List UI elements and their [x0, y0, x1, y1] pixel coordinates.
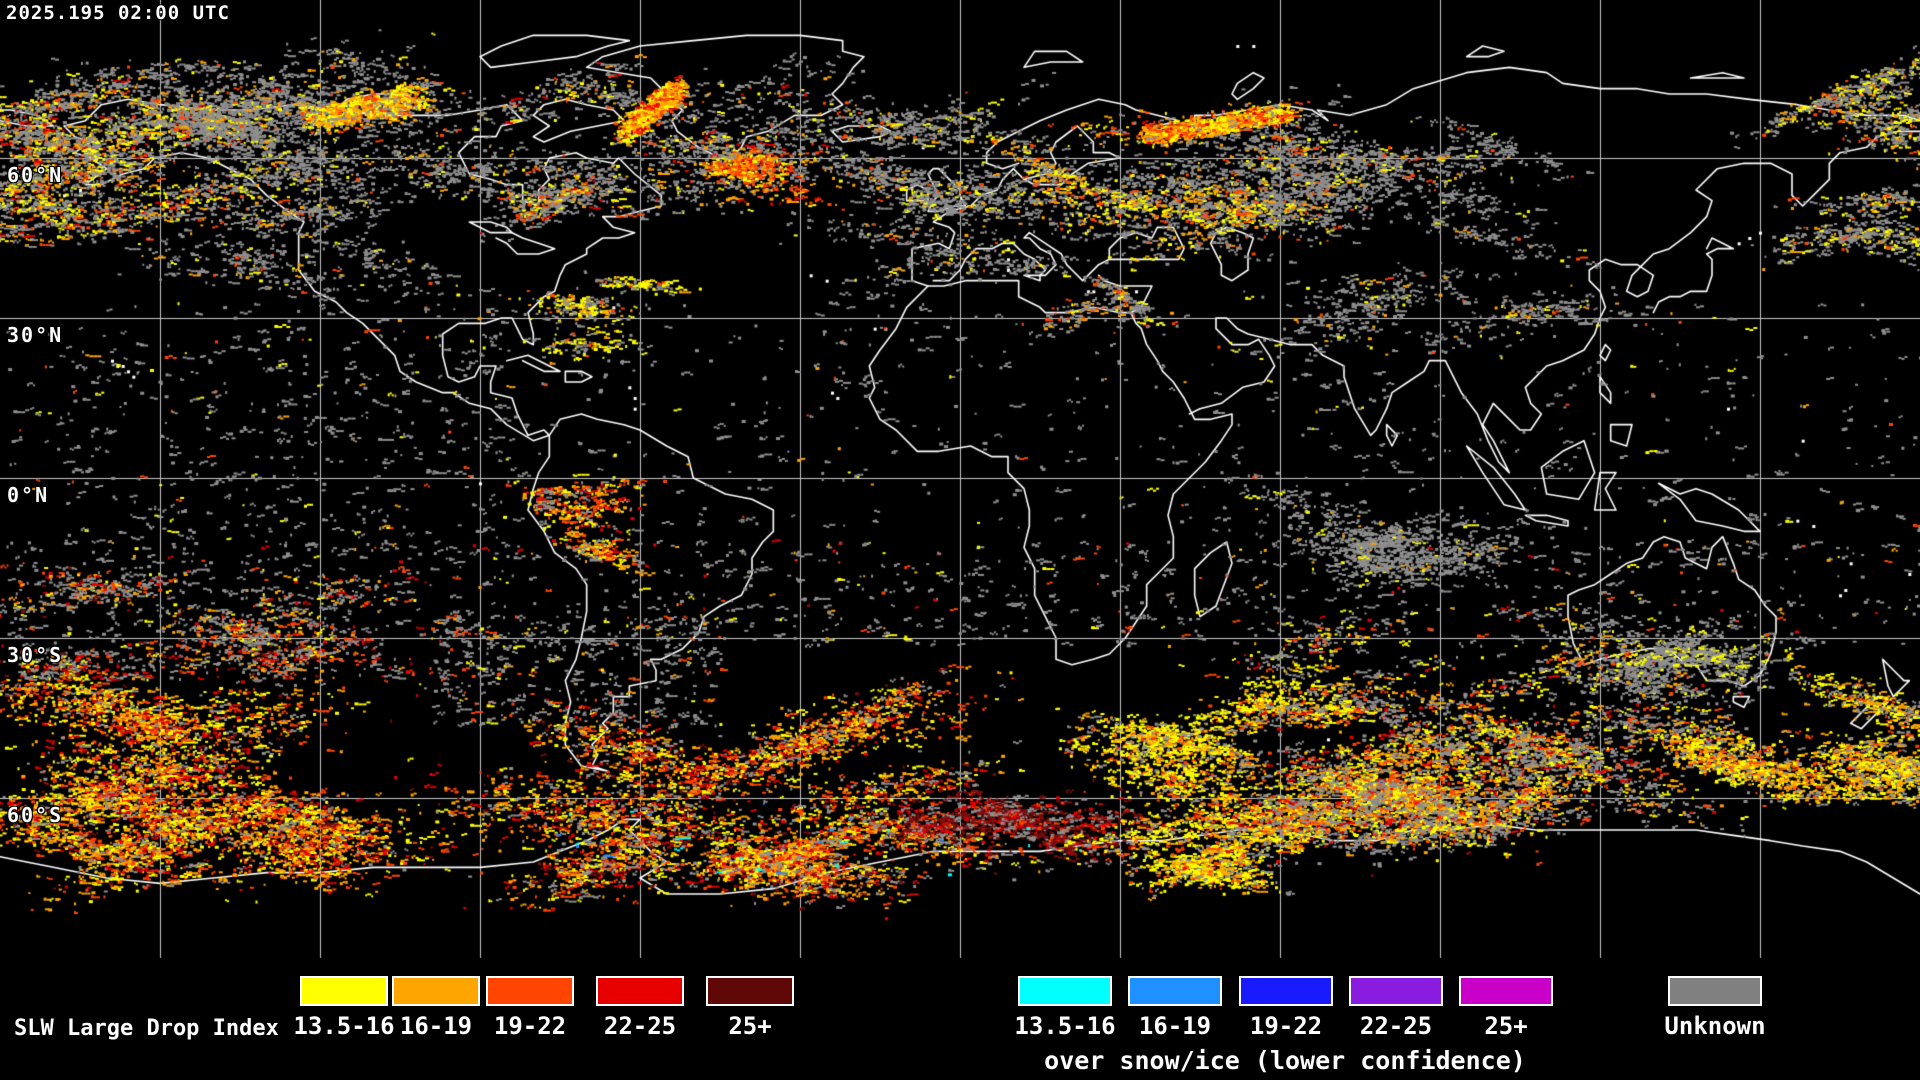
legend-swatch-16-19 [1128, 976, 1222, 1006]
latitude-label: 60°S [7, 803, 64, 827]
legend-label-unknown: Unknown [1664, 1012, 1766, 1040]
legend-range-label: 13.5-16 [293, 1012, 395, 1040]
legend-range-label: 19-22 [1249, 1012, 1323, 1040]
legend-swatch-13.5-16 [1018, 976, 1112, 1006]
timestamp-label: 2025.195 02:00 UTC [6, 2, 230, 24]
legend-swatch-22-25 [596, 976, 684, 1006]
latitude-label: 30°N [7, 323, 64, 347]
latitude-label: 30°S [7, 643, 64, 667]
legend-range-label: 25+ [728, 1012, 772, 1040]
legend-snow-ice-caption: over snow/ice (lower confidence) [1044, 1046, 1526, 1075]
legend-swatch-19-22 [1239, 976, 1333, 1006]
legend-range-label: 16-19 [1138, 1012, 1212, 1040]
legend-swatch-19-22 [486, 976, 574, 1006]
latitude-label: 0°N [7, 483, 50, 507]
legend-range-label: 22-25 [1359, 1012, 1433, 1040]
legend-range-label: 19-22 [493, 1012, 567, 1040]
legend-swatch-16-19 [392, 976, 480, 1006]
legend-range-label: 22-25 [603, 1012, 677, 1040]
legend-title: SLW Large Drop Index [14, 1016, 279, 1041]
legend-swatch-unknown [1668, 976, 1762, 1006]
legend-range-label: 13.5-16 [1014, 1012, 1116, 1040]
legend-swatch-25+ [1459, 976, 1553, 1006]
legend-range-label: 16-19 [399, 1012, 473, 1040]
latitude-label: 60°N [7, 163, 64, 187]
legend-swatch-13.5-16 [300, 976, 388, 1006]
legend-swatch-25+ [706, 976, 794, 1006]
legend-range-label: 25+ [1484, 1012, 1528, 1040]
legend-swatch-22-25 [1349, 976, 1443, 1006]
